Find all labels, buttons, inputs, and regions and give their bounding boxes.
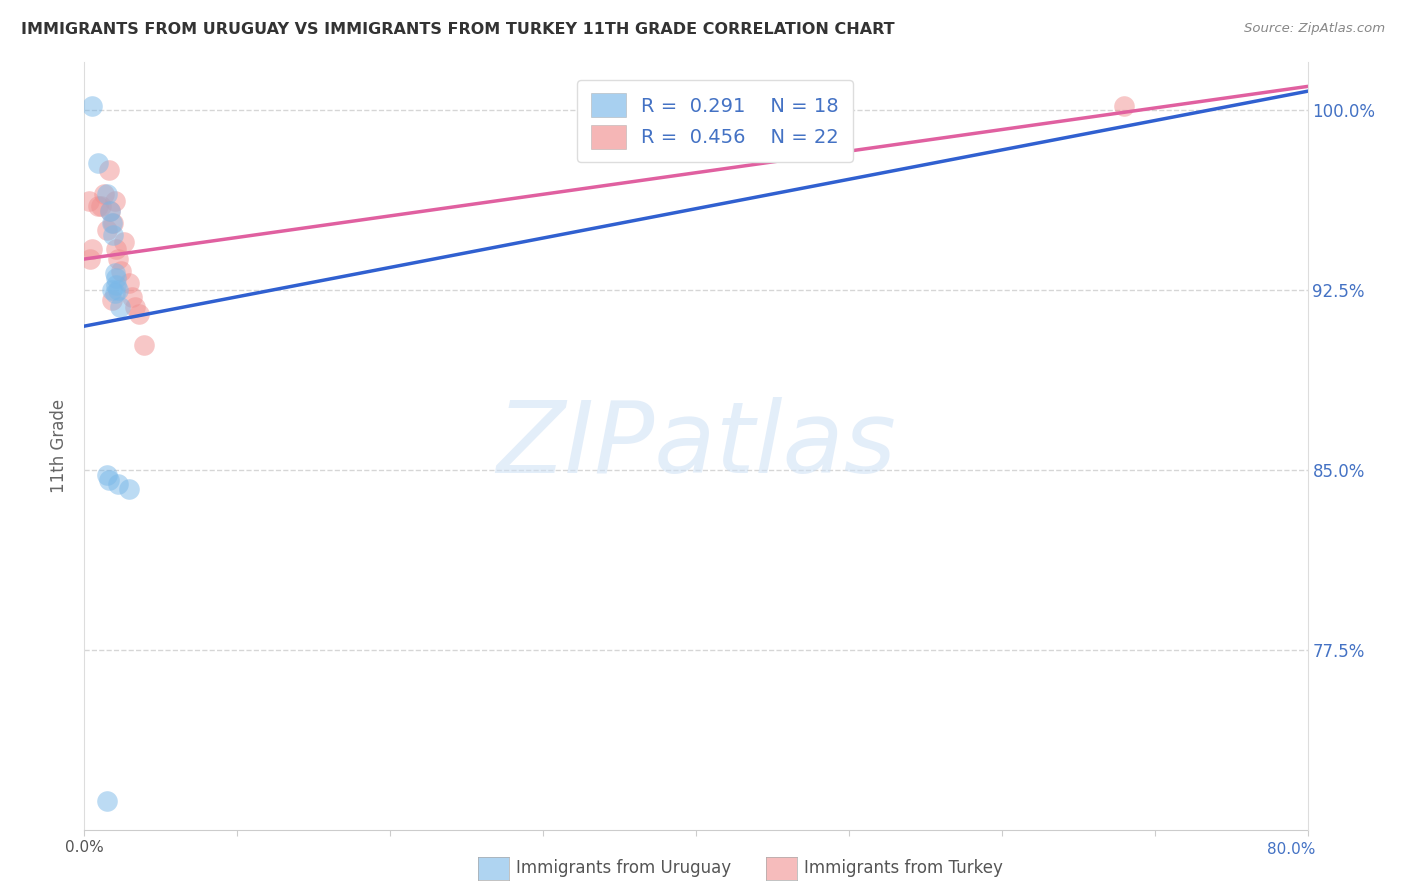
Point: [97, 163, 120, 178]
Point: [132, 338, 155, 352]
Point: [112, 235, 135, 250]
Point: [108, 300, 131, 314]
Point: [104, 194, 127, 209]
Point: [107, 283, 129, 297]
Point: [101, 283, 124, 297]
Point: [110, 264, 132, 278]
Point: [107, 252, 129, 266]
Point: [96, 223, 118, 237]
Point: [97, 473, 120, 487]
Point: [80, 243, 103, 257]
Text: Immigrants from Turkey: Immigrants from Turkey: [804, 859, 1002, 877]
Point: [96, 467, 118, 482]
Point: [77, 194, 100, 209]
Point: [128, 307, 150, 321]
Point: [105, 278, 128, 293]
Point: [96, 794, 118, 808]
Point: [101, 216, 124, 230]
Point: [98, 204, 121, 219]
Legend: R =  0.291    N = 18, R =  0.456    N = 22: R = 0.291 N = 18, R = 0.456 N = 22: [578, 79, 853, 162]
Point: [103, 227, 125, 242]
Text: Source: ZipAtlas.com: Source: ZipAtlas.com: [1244, 22, 1385, 36]
Point: [93, 187, 115, 202]
Point: [98, 204, 121, 219]
Point: [124, 300, 146, 314]
Point: [96, 187, 118, 202]
Point: [87, 156, 110, 170]
Point: [107, 477, 129, 491]
Point: [105, 243, 128, 257]
Point: [87, 199, 110, 213]
Text: 80.0%: 80.0%: [1267, 841, 1315, 856]
Point: [121, 290, 143, 304]
Point: [101, 293, 124, 307]
Text: Immigrants from Uruguay: Immigrants from Uruguay: [516, 859, 731, 877]
Point: [104, 266, 127, 280]
Point: [104, 271, 127, 285]
Point: [90, 199, 112, 213]
Point: [79, 252, 101, 266]
Point: [118, 482, 141, 496]
Point: [103, 216, 125, 230]
Point: [104, 285, 127, 300]
Point: [1114, 98, 1136, 112]
Text: ZIPatlas: ZIPatlas: [496, 398, 896, 494]
Text: IMMIGRANTS FROM URUGUAY VS IMMIGRANTS FROM TURKEY 11TH GRADE CORRELATION CHART: IMMIGRANTS FROM URUGUAY VS IMMIGRANTS FR…: [21, 22, 894, 37]
Point: [118, 276, 141, 290]
Y-axis label: 11th Grade: 11th Grade: [51, 399, 69, 493]
Point: [80, 98, 103, 112]
